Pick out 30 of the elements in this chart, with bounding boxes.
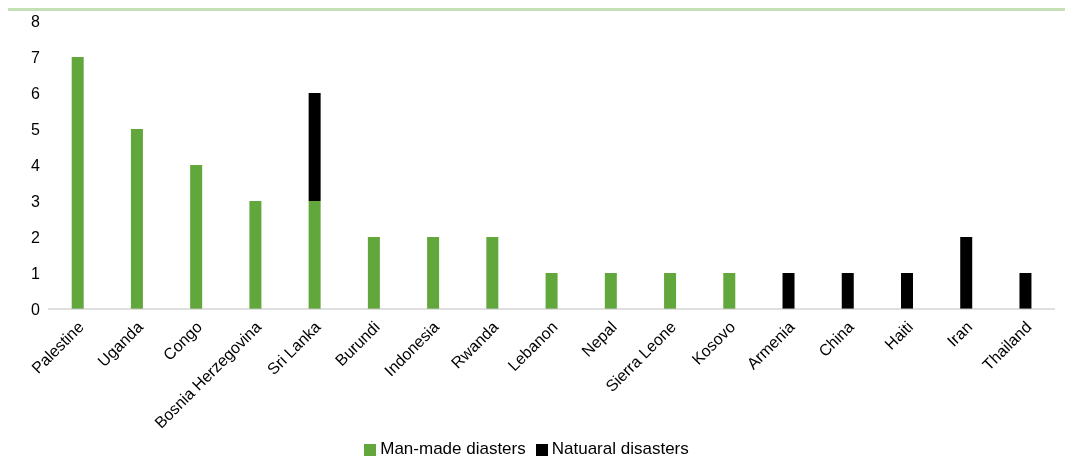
- bar: [367, 237, 380, 309]
- y-tick-label: 2: [31, 228, 41, 246]
- bar: [130, 129, 143, 309]
- y-tick-label: 6: [31, 84, 41, 102]
- legend-label: Man-made diasters: [380, 439, 526, 458]
- y-tick-label: 3: [31, 192, 41, 210]
- bar: [1019, 273, 1032, 309]
- bar: [71, 57, 84, 309]
- bar: [545, 273, 558, 309]
- bar: [427, 237, 440, 309]
- bar: [308, 93, 321, 201]
- y-tick-label: 4: [31, 156, 41, 174]
- y-tick-label: 1: [31, 264, 41, 282]
- bar: [782, 273, 795, 309]
- bar: [960, 237, 973, 309]
- x-tick-label: Iran: [943, 318, 976, 350]
- legend-label: Natuaral disasters: [551, 439, 689, 458]
- bar: [900, 273, 913, 309]
- bar: [841, 273, 854, 309]
- y-tick-label: 5: [31, 120, 41, 138]
- y-tick-label: 8: [31, 12, 41, 30]
- y-tick-label: 7: [31, 48, 41, 66]
- bar: [190, 165, 203, 309]
- bar: [723, 273, 736, 309]
- bar: [249, 201, 262, 309]
- bar: [664, 273, 677, 309]
- bar: [486, 237, 499, 309]
- bar: [604, 273, 617, 309]
- y-tick-label: 0: [31, 300, 41, 318]
- bar: [308, 201, 321, 309]
